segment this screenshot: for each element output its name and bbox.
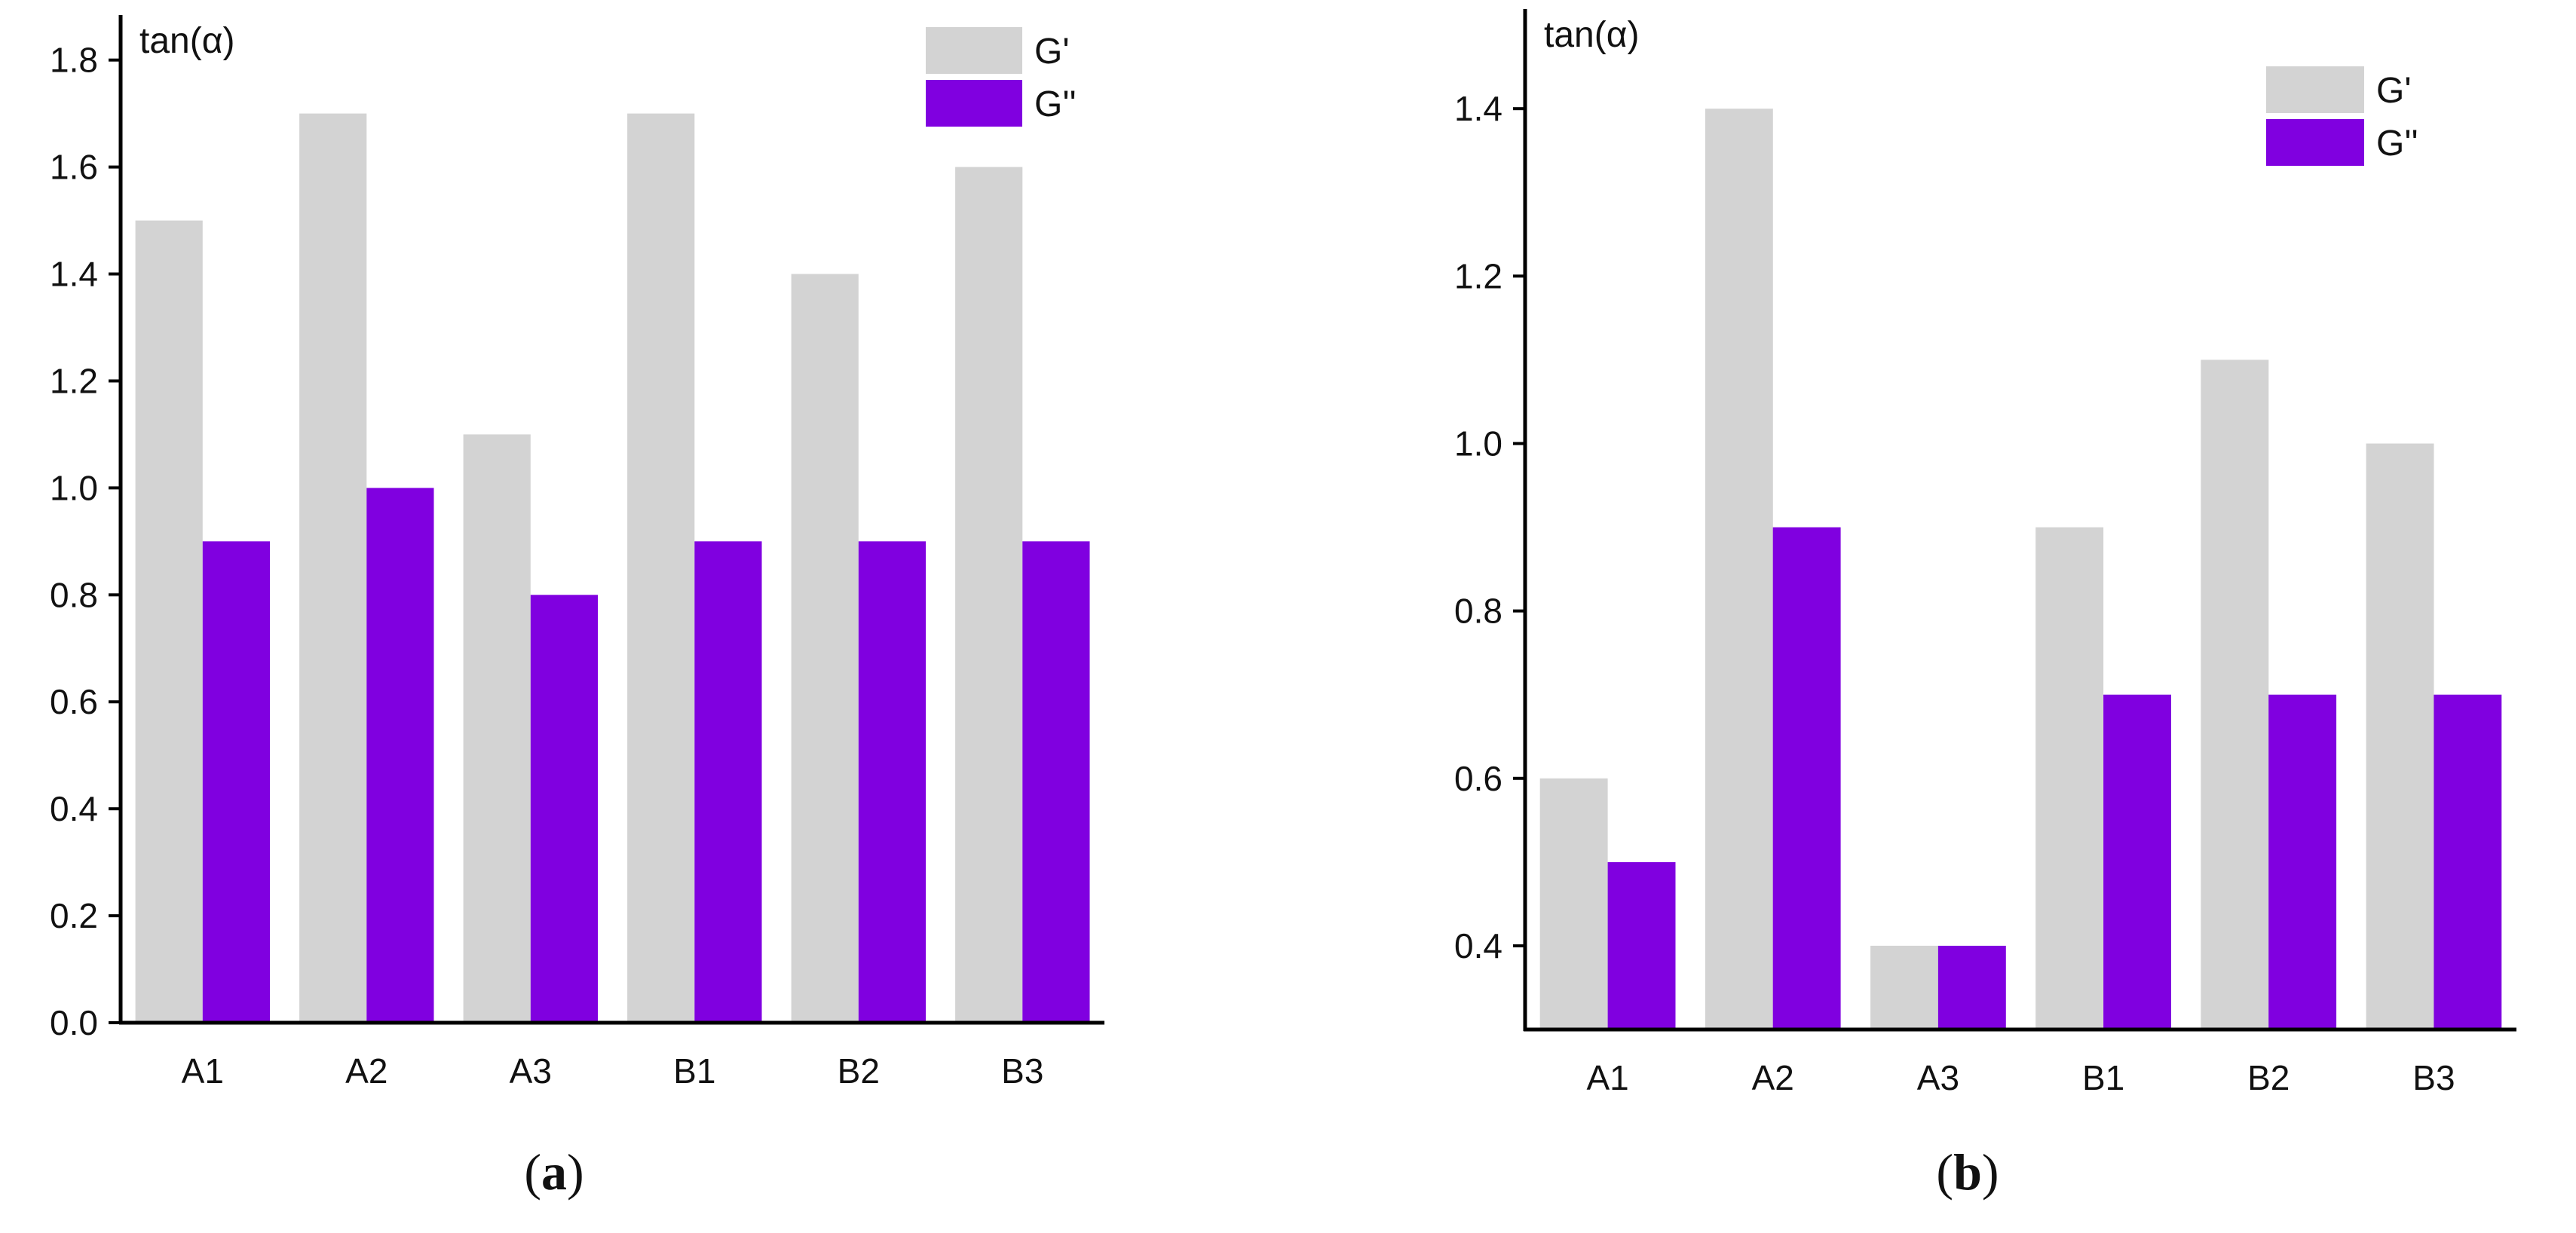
chart-a-bar-b2-g2 <box>858 541 926 1023</box>
chart-a-ytick-label: 1.6 <box>50 148 98 187</box>
chart-b-xtick-b2: B2 <box>2247 1058 2290 1097</box>
chart-a-bar-a2-g1 <box>299 113 367 1023</box>
chart-a-xtick-b3: B3 <box>1001 1051 1043 1091</box>
chart-b-xtick-a3: A3 <box>1917 1058 1959 1097</box>
chart-b-xtick-b1: B1 <box>2082 1058 2124 1097</box>
panel-label-b: (b) <box>1936 1143 1999 1201</box>
chart-a-xtick-b2: B2 <box>838 1051 880 1091</box>
chart-a-ytick-label: 1.8 <box>50 41 98 80</box>
chart-a-legend-label-g1: G' <box>1034 32 1070 72</box>
chart-b-xtick-a1: A1 <box>1586 1058 1628 1097</box>
chart-a-xtick-a2: A2 <box>345 1051 387 1091</box>
chart-b-bar-a3-g1 <box>1870 945 1938 1030</box>
chart-a-bar-b3-g1 <box>955 167 1023 1023</box>
chart-b-bar-a2-g2 <box>1772 527 1841 1030</box>
chart-panel-b: A1 A2 A3 B1 B2 B3 0.4 0.6 0.8 1.0 1.2 1.4 tan(α) G' G'… <box>1454 9 2516 1097</box>
chart-b-ytick-label: 0.6 <box>1454 759 1502 798</box>
chart-a-ytick-label: 0.8 <box>50 575 98 614</box>
chart-b-bar-b3-g2 <box>2434 694 2502 1030</box>
chart-b-bar-b2-g1 <box>2201 359 2269 1030</box>
chart-a-xtick-b1: B1 <box>673 1051 715 1091</box>
chart-b-bar-b1-g1 <box>2035 527 2104 1030</box>
chart-a-ytick-label: 1.4 <box>50 255 98 294</box>
chart-a-ytick-label: 0.0 <box>50 1003 98 1042</box>
chart-a-bar-b2-g1 <box>791 274 859 1023</box>
chart-b-bar-a1-g2 <box>1607 861 1676 1030</box>
chart-b-ytick-label: 1.0 <box>1454 424 1502 464</box>
chart-a-legend-label-g2: G'' <box>1034 84 1077 124</box>
chart-b-bar-a3-g2 <box>1937 945 2006 1030</box>
chart-b-legend-swatch-g1 <box>2266 66 2364 113</box>
chart-a-legend-swatch-g1 <box>926 27 1022 74</box>
panel-label-a: (a) <box>524 1143 584 1201</box>
chart-a-ytick-label: 0.6 <box>50 682 98 721</box>
chart-b-ytick-label: 1.4 <box>1454 89 1502 128</box>
chart-a-ylabel: tan(α) <box>139 21 234 61</box>
chart-b-ytick-label: 0.8 <box>1454 592 1502 631</box>
chart-b-ytick-label: 0.4 <box>1454 926 1502 965</box>
chart-a-bar-b1-g2 <box>694 541 762 1023</box>
chart-a-bar-a1-g1 <box>135 220 203 1023</box>
chart-a-bar-a3-g2 <box>530 595 598 1023</box>
chart-b-legend-swatch-g2 <box>2266 119 2364 166</box>
chart-b-legend-label-g2: G'' <box>2376 124 2418 164</box>
chart-b-xtick-a2: A2 <box>1752 1058 1794 1097</box>
chart-b-ylabel: tan(α) <box>1544 15 1639 55</box>
chart-b-bar-a2-g1 <box>1705 109 1773 1030</box>
chart-a-bar-a3-g1 <box>463 434 531 1023</box>
chart-a-xtick-a1: A1 <box>182 1051 224 1091</box>
chart-a-xtick-a3: A3 <box>510 1051 552 1091</box>
chart-a-bar-a2-g2 <box>366 488 434 1023</box>
chart-b-legend-label-g1: G' <box>2376 71 2412 111</box>
chart-a-bar-b3-g2 <box>1022 541 1090 1023</box>
chart-a-legend-swatch-g2 <box>926 80 1022 127</box>
chart-b-xtick-b3: B3 <box>2412 1058 2455 1097</box>
chart-a-ytick-label: 0.4 <box>50 789 98 828</box>
chart-panel-a: A1 A2 A3 B1 B2 B3 0.0 0.2 0.4 0.6 0.8 1.0 1.2 1.4 1.6 1… <box>50 15 1104 1091</box>
chart-a-ytick-label: 0.2 <box>50 896 98 935</box>
chart-b-ytick-label: 1.2 <box>1454 256 1502 295</box>
chart-b-bar-a1-g1 <box>1539 778 1608 1030</box>
chart-a-bar-b1-g1 <box>627 113 695 1023</box>
chart-a-bar-a1-g2 <box>202 541 270 1023</box>
chart-a-ytick-label: 1.0 <box>50 468 98 507</box>
chart-b-bar-b2-g2 <box>2268 694 2337 1030</box>
chart-b-bar-b1-g2 <box>2103 694 2171 1030</box>
chart-b-bar-b3-g1 <box>2366 443 2434 1030</box>
chart-a-ytick-label: 1.2 <box>50 361 98 400</box>
